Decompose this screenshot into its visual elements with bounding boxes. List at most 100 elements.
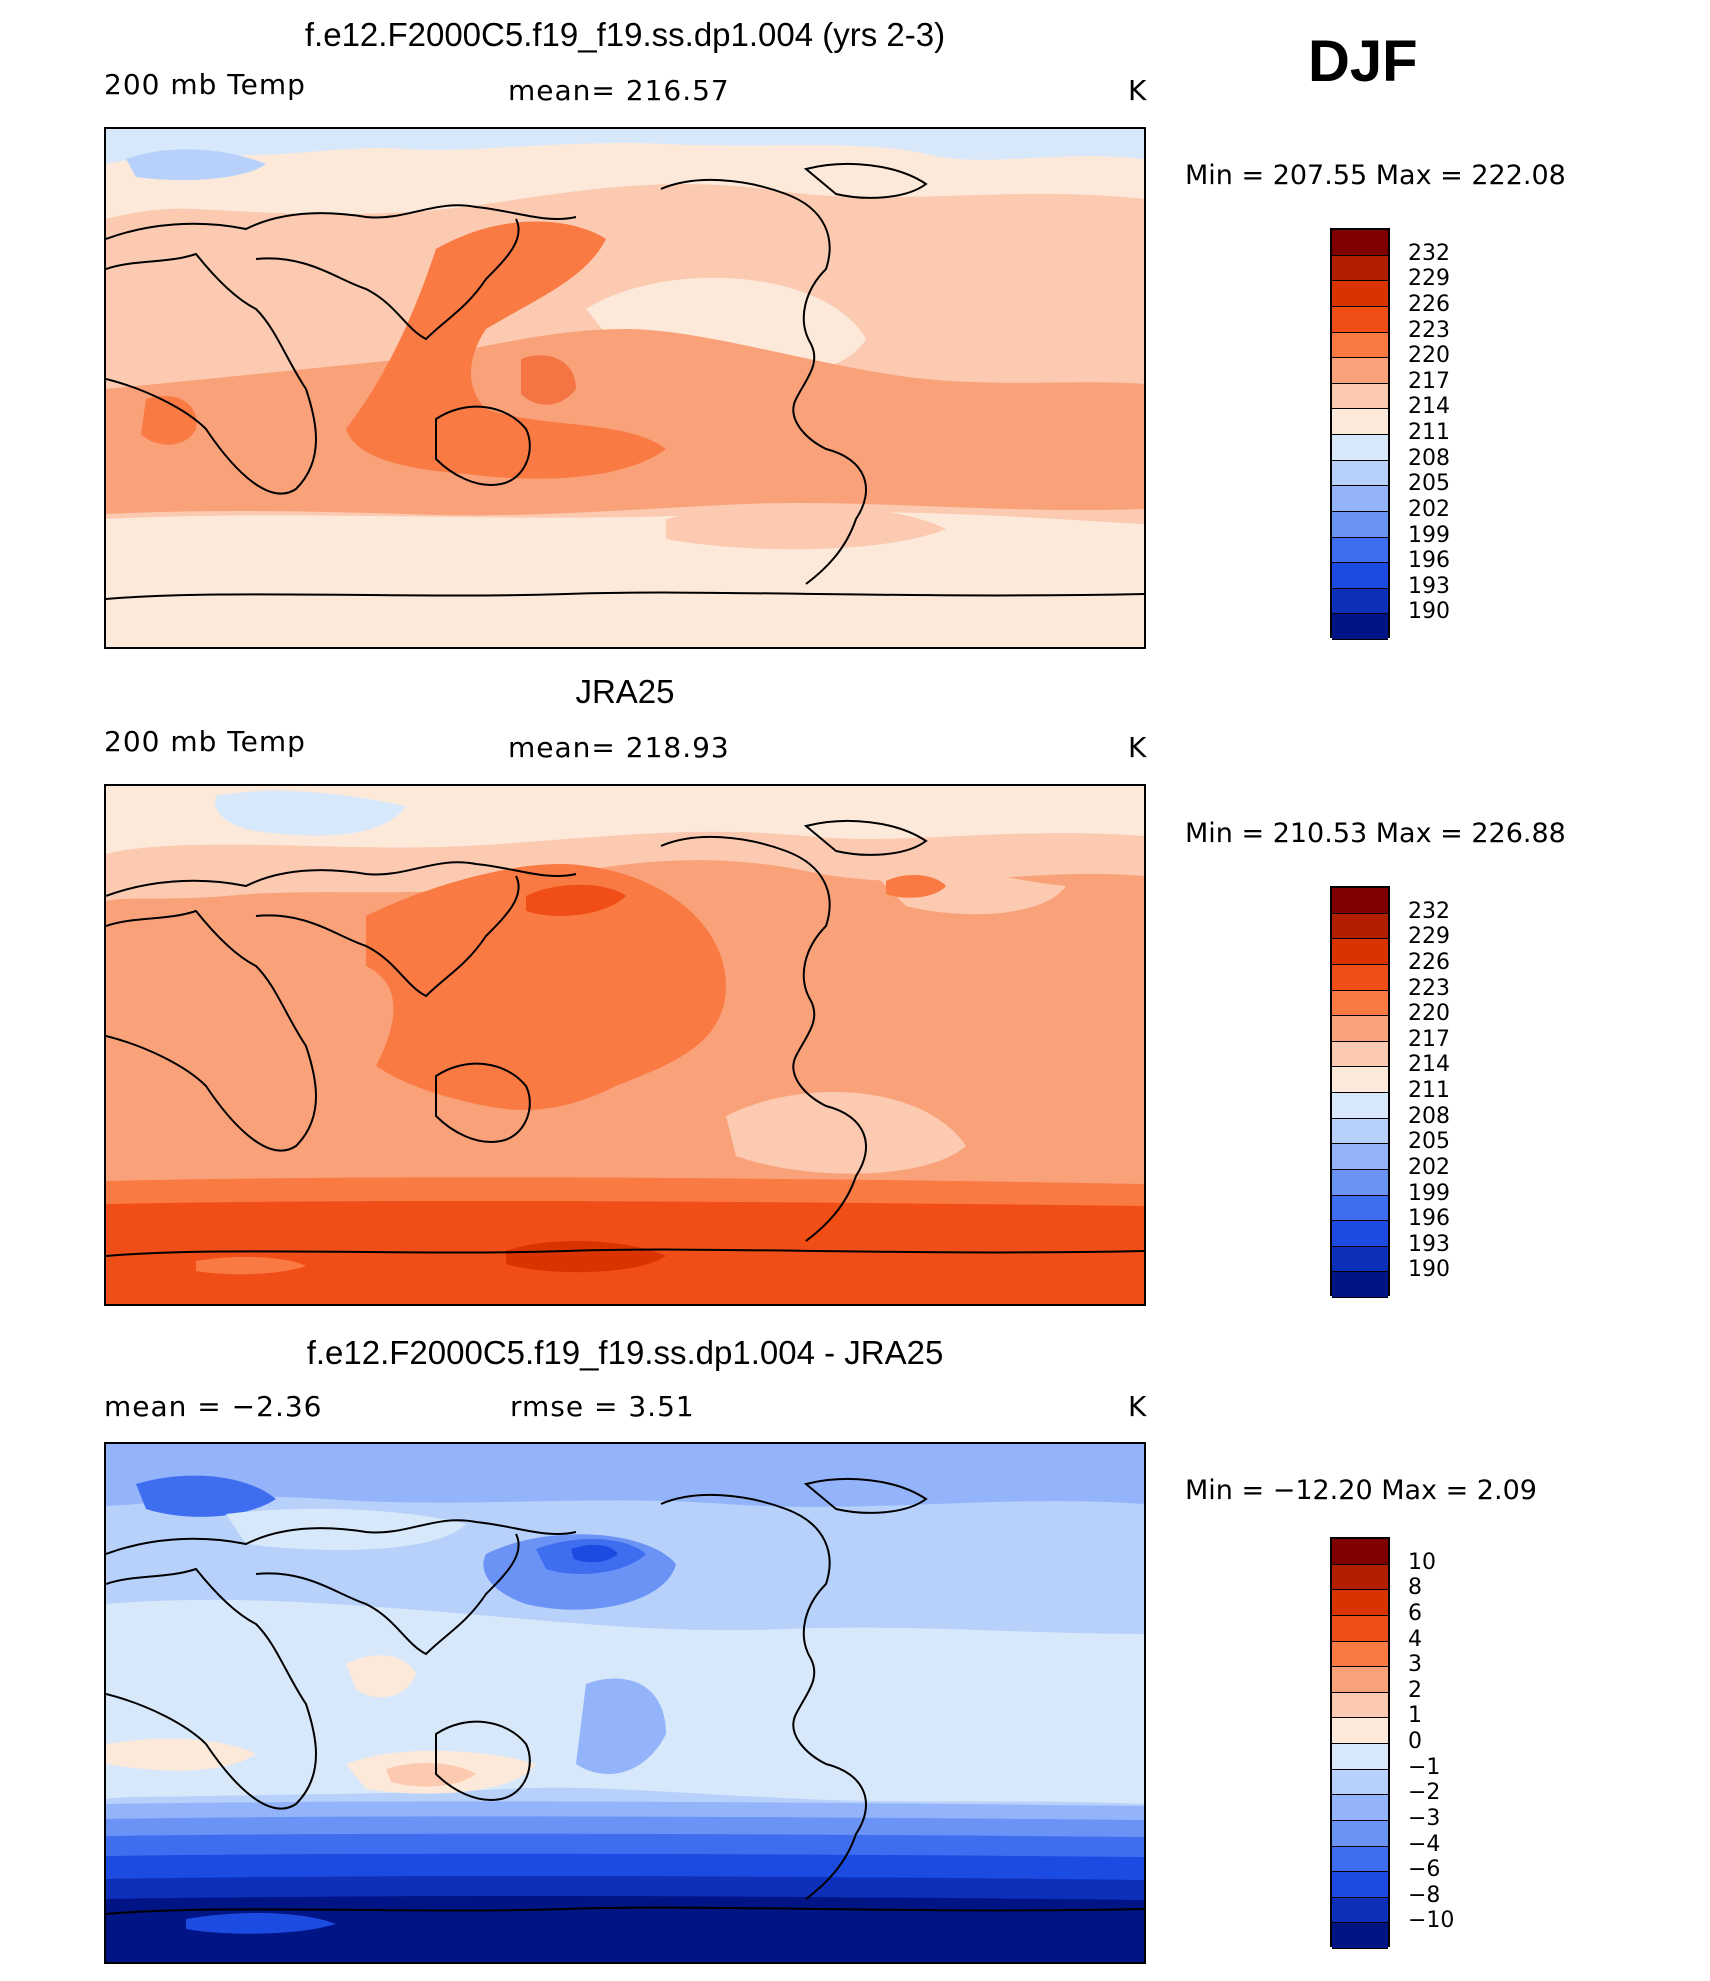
panel1-colorbar-label: 208 [1408,445,1450,471]
panel2-coast-greenland [803,820,928,856]
panel2-colorbar-swatch [1332,1246,1388,1273]
panel2-variable-label: 200 mb Temp [104,725,306,758]
panel3-coast-antarctica [106,1906,1144,1915]
panel2-arctic-ice [215,790,406,836]
panel1-coast-americas [660,178,867,585]
panel2-south-patch [196,1256,306,1275]
panel3-colorbar-label: −6 [1408,1857,1441,1883]
panel1-colorbar-swatch [1332,358,1388,384]
panel2-coastlines [106,820,1144,1257]
panel3-colorbar-label: −4 [1408,1831,1441,1857]
panel2-coast-antarctica [106,1248,1144,1257]
panel1-colorbar-swatch [1332,460,1388,487]
panel3-colorbar-label: 4 [1408,1626,1422,1652]
panel3-colorbar-swatch [1332,1615,1388,1642]
panel3-rmse-label: rmse = 3.51 [510,1390,695,1423]
panel1-safr-mid [141,395,197,445]
panel1-colorbar-label: 232 [1408,240,1450,266]
panel1-wpac-mid [346,221,666,479]
panel3-colorbar-swatch [1332,1718,1388,1744]
panel2-colorbar-swatch [1332,888,1388,914]
panel3-title: f.e12.F2000C5.f19_f19.ss.dp1.004 - JRA25 [306,1334,944,1371]
panel3-colorbar-swatch [1332,1795,1388,1821]
panel3-mean-label: mean = −2.36 [104,1390,323,1423]
panel2-colorbar-swatch [1332,1118,1388,1145]
panel2-colorbar-swatch [1332,1144,1388,1170]
panel2-colorbar-label: 223 [1408,975,1450,1001]
panel2-colorbar-swatch [1332,913,1388,940]
panel2-colorbar-swatch [1332,964,1388,991]
panel2-colorbar-frame [1330,886,1390,1298]
panel3-colorbar-swatch [1332,1667,1388,1693]
panel3-coast-asia-south [255,1533,520,1656]
panel2-coast-asia-south [255,875,520,998]
panel2-map [104,784,1146,1306]
panel1-colorbar-swatch [1332,383,1388,410]
panel2-colorbar-label: 190 [1408,1257,1450,1283]
panel2-colorbar-label: 217 [1408,1026,1450,1052]
panel2-colorbar: 232 229 226 223 220 217 214 211 208 205 202 199 196 1… [1330,886,1450,1298]
panel3-colorbar-label: 3 [1408,1652,1422,1678]
panel3-aus-pale [386,1762,476,1787]
panel3-colorbar-frame [1330,1537,1390,1949]
panel1-coast-australia [435,405,531,486]
panel2-minmax: Min = 210.53 Max = 226.88 [1185,818,1566,849]
panel3-colorbar-swatch [1332,1744,1388,1770]
panel2-spac-pale [726,1092,966,1174]
panel2-colorbar-label: 229 [1408,924,1450,950]
panel1-colorbar-label: 217 [1408,368,1450,394]
panel2-colorbar-swatch [1332,1221,1388,1247]
panel3-colorbar-swatch [1332,1641,1388,1668]
panel3-colorbar-swatch [1332,1846,1388,1873]
panel3-minmax: Min = −12.20 Max = 2.09 [1185,1475,1537,1506]
panel3-coast-americas [660,1493,867,1900]
panel1-map [104,127,1146,649]
panel3-map-svg [106,1444,1144,1962]
panel1-spac-pale [666,505,946,550]
panel1-colorbar-label: 196 [1408,548,1450,574]
panel3-colorbar-label: 10 [1408,1549,1436,1575]
panel1-colorbar-swatch [1332,332,1388,359]
panel3-colorbar: 10 8 6 4 3 2 1 0 −1 −2 −3 −4 −6 −8 −10 [1330,1537,1454,1949]
panel1-map-svg [106,129,1144,647]
panel3-south-band6 [106,1896,1144,1962]
panel1-coast-antarctica [106,591,1144,600]
panel2-coast-africa [106,909,317,1152]
panel3-colorbar-label: −10 [1408,1908,1455,1934]
season-label: DJF [1308,29,1418,94]
panel2-south-core [506,1240,666,1273]
panel3-colorbar-swatch [1332,1564,1388,1591]
panel1-colorbar-swatch [1332,230,1388,256]
panel2-colorbar-swatch [1332,1041,1388,1068]
panel3-colorbar-swatch [1332,1820,1388,1847]
panel1-arctic-blue [126,149,266,181]
panel2-title: JRA25 [575,673,675,710]
panel3-coast-greenland [803,1478,928,1514]
panel1-colorbar-label: 229 [1408,266,1450,292]
panel3-arctic-blue [106,1444,1144,1507]
panel1-colorbar-label: 223 [1408,317,1450,343]
panel3-colorbar-label: −3 [1408,1805,1441,1831]
panel1-unit-label: K [1128,74,1148,107]
panel1-colorbar-swatch [1332,614,1388,640]
panel1-colorbar-swatch [1332,511,1388,538]
panel1-colorbar-label: 220 [1408,343,1450,369]
panel1-variable-label: 200 mb Temp [104,68,306,101]
panel3-npac-min [571,1544,618,1563]
panel2-colorbar-swatch [1332,1195,1388,1222]
panel3-colorbar-swatch [1332,1539,1388,1565]
panel1-colorbar-label: 202 [1408,496,1450,522]
panel3-maritime-cream [346,1655,416,1698]
panel1-coast-africa [106,252,317,495]
panel2-colorbar-label: 211 [1408,1078,1450,1103]
panel1-colorbar-label: 226 [1408,291,1450,317]
panel1-colorbar-label: 211 [1408,420,1450,445]
panel3-spac-blue [576,1678,666,1774]
panel2-coast-australia [435,1062,531,1143]
panel1-colorbar-label: 214 [1408,394,1450,420]
panel2-colorbar-swatch [1332,939,1388,965]
panel3-unit-label: K [1128,1390,1148,1423]
panel1-coastlines [106,163,1144,600]
panel2-wpac-mid [366,864,726,1110]
panel3-colorbar-label: 0 [1408,1729,1422,1754]
